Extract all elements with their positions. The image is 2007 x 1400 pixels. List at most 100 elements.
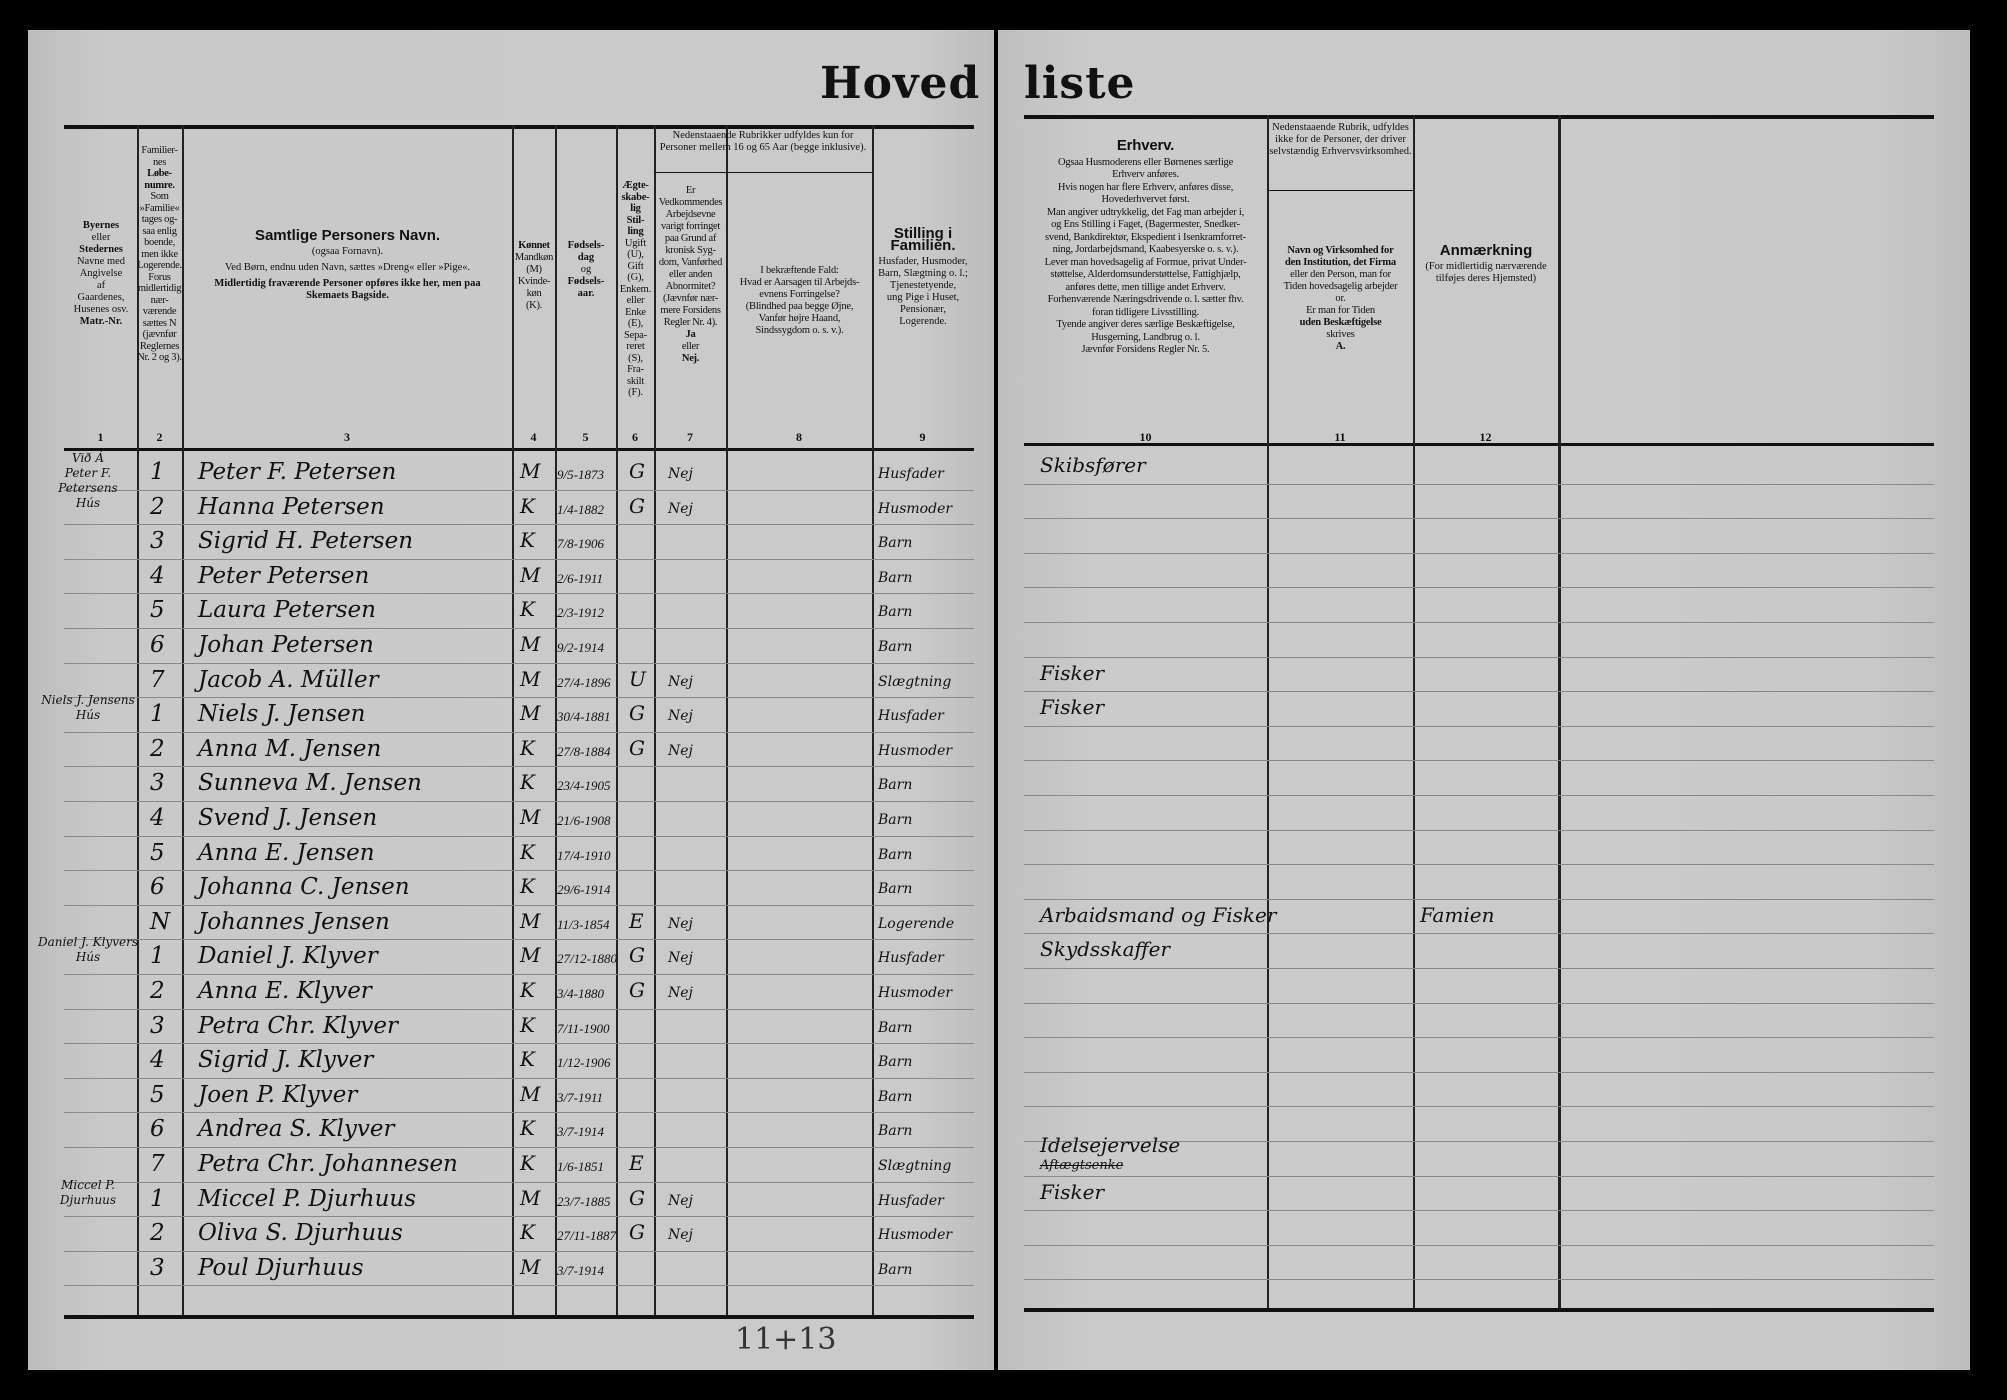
header-line: numre. (144, 179, 175, 191)
cell-disabled: Nej (668, 915, 693, 932)
cell-born: 2/6-1911 (557, 570, 603, 586)
header-line: Tyende angiver deres særlige Beskæftigel… (1056, 319, 1235, 330)
header-line: støttelse, Alderdomsunderstøttelse, Fatt… (1050, 269, 1241, 280)
cell-disabled: Nej (668, 950, 693, 967)
cell-nr: 6 (150, 1116, 165, 1143)
cell-nr: N (150, 908, 171, 935)
header-line: Fødsels- (567, 276, 605, 287)
header-line: Sindssygdom o. s. v.). (755, 325, 844, 336)
cell-occupation: Skibsfører (1040, 453, 1146, 477)
cell-position: Barn (878, 1054, 913, 1071)
column-number: 7 (687, 430, 693, 444)
header-line: tilføjes deres Hjemsted) (1435, 273, 1537, 284)
cell-name: Johannes Jensen (198, 908, 390, 935)
cell-nr: 2 (150, 735, 165, 762)
header-line: Familier- (141, 145, 178, 156)
header-line: Pensionær, (900, 304, 946, 315)
cell-name: Sigrid J. Klyver (198, 1047, 374, 1074)
column-number: 6 (632, 430, 638, 444)
header-line: og Ens Stilling i Faget, (Bagermester, S… (1051, 219, 1240, 230)
column-divider (1413, 115, 1415, 1308)
header-line: Nej. (681, 353, 700, 364)
header-line: Som (150, 191, 169, 202)
header-line: (M) (526, 264, 542, 275)
cell-nr: 3 (150, 528, 165, 555)
cell-position: Husmoder (878, 500, 953, 517)
header-line: eller (626, 295, 645, 306)
cell-name: Joen P. Klyver (198, 1081, 358, 1108)
header-line: Forus (148, 271, 171, 283)
row-rule (1024, 1175, 1934, 1177)
cell-nr: 6 (150, 874, 165, 901)
header-line: Vedkommendes (658, 197, 723, 208)
cell-position: Barn (878, 881, 913, 898)
cell-nr: 5 (150, 1081, 165, 1108)
cell-nr: 2 (150, 1220, 165, 1247)
header-line: (E), (627, 318, 644, 329)
cell-name: Svend J. Jensen (198, 805, 378, 831)
header-line: Midlertidig fraværende Personer opføres … (214, 278, 481, 301)
cell-sex: M (520, 1185, 541, 1210)
row-rule (1024, 656, 1934, 658)
header-col3: Samtlige Personers Navn. (ogsaa Fornavn).… (185, 227, 510, 306)
row-rule (64, 1216, 974, 1218)
cell-sex: M (520, 908, 541, 933)
column-divider (616, 125, 618, 1315)
header-line: Vanfør højre Haand, (758, 313, 841, 324)
header-line: »Familie« (139, 202, 180, 214)
header-top-rule-right (1024, 115, 1934, 119)
header-line: eller (91, 232, 111, 243)
column-divider (1267, 115, 1269, 1308)
cell-sex: M (520, 1254, 541, 1279)
cell-name: Laura Petersen (198, 597, 376, 624)
cell-occupation: Fisker (1040, 1179, 1105, 1204)
cell-nr: 4 (150, 562, 165, 589)
cell-born: 1/4-1882 (557, 501, 604, 517)
cell-disabled: Nej (668, 673, 693, 690)
column-number: 1 (97, 430, 104, 444)
column-divider (1558, 115, 1561, 1308)
header-line: skilt (626, 375, 645, 387)
cell-sex: K (520, 1220, 535, 1245)
row-rule (64, 1181, 974, 1183)
cell-nr: 1 (150, 943, 165, 970)
header-bottom-rule-right (1024, 443, 1934, 446)
column-number: 4 (530, 430, 537, 444)
header-line: Enkem. (619, 283, 652, 295)
row-rule (1024, 1071, 1934, 1073)
household-line: Niels J. Jensens (41, 693, 135, 708)
header-line: ning, Jordarbejdsmand, Kaabesyerske o. s… (1052, 244, 1239, 255)
header-col7: Er Vedkommendes Arbejdsevne varigt forringe… (655, 185, 726, 365)
household-line: Hús (75, 496, 101, 510)
header-line: køn (526, 288, 542, 299)
left-page (28, 30, 994, 1370)
row-rule (64, 489, 974, 491)
cell-position: Husfader (878, 1192, 944, 1209)
cell-sex: K (520, 597, 535, 622)
cell-born: 27/12-1880 (557, 951, 617, 967)
row-rule (64, 1043, 974, 1045)
header-title: Samtlige Personers Navn. (254, 227, 441, 244)
cell-nr: 4 (150, 805, 165, 831)
row-rule (1024, 1037, 1934, 1039)
title-left: Hoved (820, 58, 981, 109)
row-rule (1024, 864, 1934, 866)
header-line: den Institution, det Firma (1285, 257, 1396, 268)
cell-born: 21/6-1908 (557, 813, 611, 828)
cell-sex: M (520, 701, 541, 726)
cell-disabled: Nej (668, 1192, 693, 1209)
cell-nr: 3 (150, 1012, 165, 1039)
cell-position: Slægtning (878, 673, 952, 690)
cell-born: 30/4-1881 (557, 709, 611, 725)
header-col8: I bekræftende Fald: Hvad er Aarsagen til … (727, 265, 872, 337)
row-rule (1024, 829, 1934, 831)
row-rule (1024, 518, 1934, 520)
header-line: Ja (685, 329, 696, 340)
cell-born: 1/6-1851 (557, 1159, 604, 1174)
header-line: Matr.-Nr. (79, 316, 123, 327)
column-divider (555, 125, 557, 1315)
header-line: Stedernes (79, 244, 123, 255)
cell-sex: M (520, 943, 541, 968)
cell-occupation-struck: Aftægtsenke (1040, 1158, 1124, 1173)
cell-occupation: Skydsskaffer (1040, 937, 1171, 962)
